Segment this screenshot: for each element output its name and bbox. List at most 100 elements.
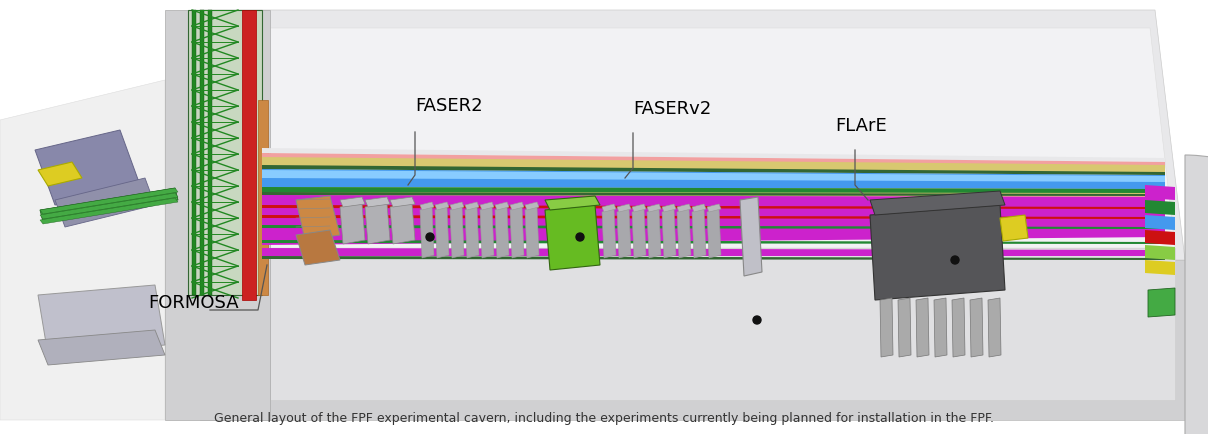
Polygon shape [262, 205, 1165, 209]
Polygon shape [647, 204, 661, 212]
Polygon shape [970, 298, 983, 357]
Polygon shape [495, 207, 509, 258]
Polygon shape [37, 285, 165, 355]
Polygon shape [40, 188, 178, 214]
Polygon shape [1145, 200, 1175, 215]
Polygon shape [262, 256, 1165, 260]
Polygon shape [365, 204, 390, 244]
Polygon shape [262, 170, 1165, 182]
Polygon shape [37, 162, 82, 186]
Polygon shape [262, 153, 1165, 208]
Polygon shape [602, 204, 616, 212]
Polygon shape [35, 130, 140, 205]
Polygon shape [662, 204, 676, 212]
Text: FORMOSA: FORMOSA [149, 294, 239, 312]
Circle shape [576, 233, 583, 241]
Polygon shape [545, 196, 600, 210]
Polygon shape [495, 202, 509, 210]
Polygon shape [339, 204, 365, 244]
Polygon shape [1145, 260, 1175, 275]
Polygon shape [188, 10, 262, 295]
Polygon shape [1148, 288, 1175, 317]
Polygon shape [898, 298, 911, 357]
Polygon shape [56, 178, 155, 227]
Polygon shape [692, 204, 705, 212]
Polygon shape [617, 204, 631, 212]
Polygon shape [201, 10, 1185, 260]
Polygon shape [632, 204, 646, 212]
Polygon shape [262, 240, 1165, 244]
Polygon shape [271, 28, 1175, 248]
Polygon shape [262, 192, 1165, 196]
Polygon shape [1145, 185, 1175, 200]
Polygon shape [262, 195, 1165, 245]
Polygon shape [870, 205, 1005, 300]
Polygon shape [465, 207, 480, 258]
Polygon shape [988, 298, 1001, 357]
Polygon shape [262, 165, 1165, 175]
Polygon shape [201, 260, 1185, 420]
Polygon shape [242, 10, 256, 300]
Circle shape [951, 256, 959, 264]
Text: FASER2: FASER2 [416, 97, 483, 115]
Polygon shape [676, 209, 691, 258]
Polygon shape [451, 202, 464, 210]
Polygon shape [676, 204, 691, 212]
Polygon shape [707, 209, 721, 258]
Polygon shape [435, 207, 449, 258]
Polygon shape [952, 298, 965, 357]
Polygon shape [365, 197, 390, 207]
Polygon shape [632, 209, 646, 258]
Polygon shape [1145, 245, 1175, 260]
Polygon shape [259, 100, 268, 295]
Polygon shape [262, 215, 1165, 219]
Polygon shape [262, 248, 1165, 256]
Polygon shape [602, 209, 616, 258]
Polygon shape [1000, 215, 1028, 241]
Polygon shape [390, 197, 416, 207]
Polygon shape [262, 169, 1165, 189]
Polygon shape [692, 209, 705, 258]
Polygon shape [390, 204, 416, 244]
Polygon shape [510, 202, 524, 210]
Polygon shape [262, 187, 1165, 193]
Polygon shape [934, 298, 947, 357]
Polygon shape [40, 198, 178, 224]
Polygon shape [1145, 215, 1175, 230]
Polygon shape [40, 188, 178, 222]
Polygon shape [451, 207, 464, 258]
Polygon shape [208, 10, 211, 295]
Polygon shape [662, 209, 676, 258]
Polygon shape [916, 298, 929, 357]
Polygon shape [271, 248, 1175, 400]
Polygon shape [1145, 230, 1175, 245]
Polygon shape [37, 330, 165, 365]
Polygon shape [262, 225, 1165, 229]
Polygon shape [707, 204, 721, 212]
Polygon shape [870, 191, 1005, 215]
Polygon shape [480, 207, 494, 258]
Polygon shape [296, 230, 339, 265]
Circle shape [426, 233, 434, 241]
Polygon shape [339, 197, 365, 207]
Polygon shape [525, 202, 539, 210]
Polygon shape [420, 202, 434, 210]
Text: FLArE: FLArE [835, 117, 887, 135]
Polygon shape [647, 209, 661, 258]
Polygon shape [545, 205, 600, 270]
Polygon shape [0, 80, 165, 420]
Circle shape [753, 316, 761, 324]
Polygon shape [510, 207, 524, 258]
Polygon shape [296, 196, 339, 240]
Polygon shape [192, 10, 196, 295]
Text: General layout of the FPF experimental cavern, including the experiments current: General layout of the FPF experimental c… [214, 412, 994, 425]
Polygon shape [262, 157, 1165, 197]
Polygon shape [879, 298, 893, 357]
Polygon shape [40, 193, 178, 219]
Text: FASERv2: FASERv2 [633, 100, 712, 118]
Polygon shape [617, 209, 631, 258]
Polygon shape [480, 202, 494, 210]
Polygon shape [201, 10, 204, 295]
Polygon shape [465, 202, 480, 210]
Wedge shape [1185, 155, 1208, 434]
